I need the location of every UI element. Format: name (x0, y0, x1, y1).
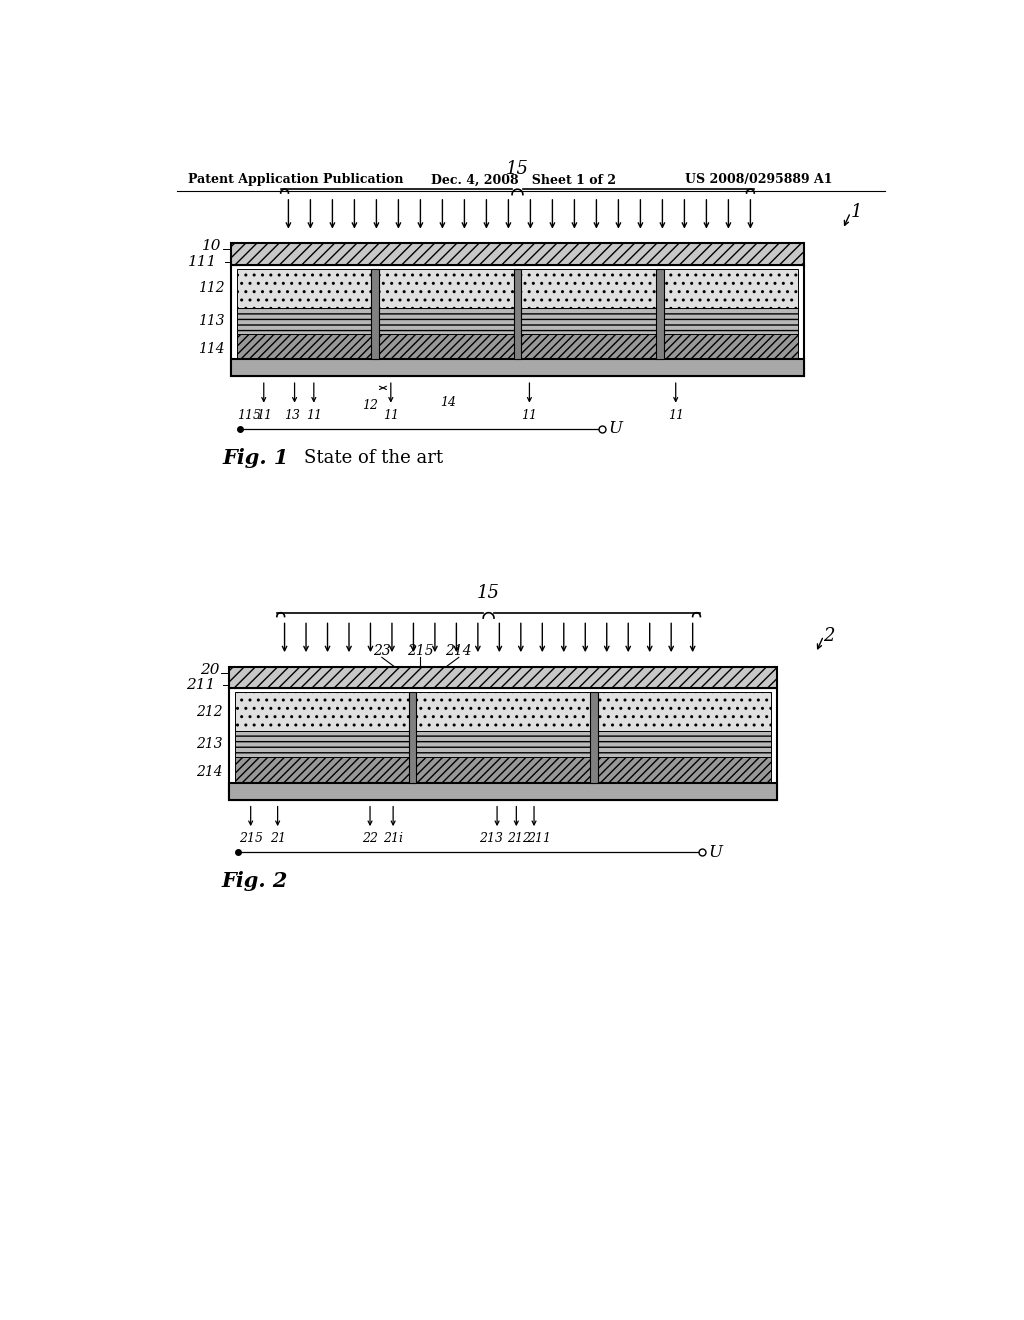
Text: US 2008/0295889 A1: US 2008/0295889 A1 (685, 173, 833, 186)
Text: 211: 211 (526, 832, 551, 845)
Text: 211: 211 (186, 678, 215, 692)
Text: 14: 14 (440, 396, 457, 409)
Text: 12: 12 (362, 399, 378, 412)
Text: U: U (608, 420, 623, 437)
Bar (664, 334, 798, 359)
Bar (229, 667, 777, 688)
Text: 111: 111 (187, 255, 217, 268)
Bar (230, 264, 804, 376)
Text: 212: 212 (197, 705, 223, 718)
Text: 213: 213 (479, 832, 503, 845)
Bar (229, 783, 777, 800)
Bar (230, 243, 804, 264)
Text: 20: 20 (201, 663, 220, 677)
Text: 113: 113 (198, 314, 224, 327)
Text: 115: 115 (238, 409, 261, 421)
Bar (521, 308, 656, 334)
Text: 11: 11 (306, 409, 322, 421)
Bar (229, 688, 777, 800)
Text: 11: 11 (521, 409, 538, 421)
Text: 214: 214 (197, 766, 223, 779)
Bar (664, 268, 798, 308)
Text: 212: 212 (508, 832, 531, 845)
Text: Patent Application Publication: Patent Application Publication (188, 173, 403, 186)
Text: 112: 112 (198, 281, 224, 296)
Text: U: U (708, 843, 722, 861)
Text: 11: 11 (383, 409, 398, 421)
Bar (236, 692, 409, 731)
Text: 15: 15 (506, 161, 529, 178)
Text: 215: 215 (239, 832, 263, 845)
Bar (590, 692, 598, 783)
Text: 21: 21 (269, 832, 286, 845)
Bar (664, 308, 798, 334)
Text: Fig. 2: Fig. 2 (221, 871, 288, 891)
Bar (230, 359, 804, 376)
Text: 10: 10 (202, 239, 221, 253)
Bar (598, 731, 771, 758)
Bar (598, 692, 771, 731)
Text: 15: 15 (477, 583, 500, 602)
Text: 13: 13 (285, 409, 300, 421)
Bar (409, 692, 417, 783)
Text: 11: 11 (668, 409, 684, 421)
Text: 214: 214 (445, 644, 472, 659)
Bar (598, 758, 771, 783)
Bar (237, 268, 372, 308)
Text: 2: 2 (823, 627, 835, 644)
Text: 23: 23 (373, 644, 391, 659)
Text: 215: 215 (407, 644, 433, 659)
Bar (417, 731, 590, 758)
Bar (236, 758, 409, 783)
Bar (379, 334, 514, 359)
Bar (417, 692, 590, 731)
Text: 114: 114 (198, 342, 224, 356)
Text: State of the art: State of the art (304, 449, 443, 467)
Bar (237, 334, 372, 359)
Text: Fig. 1: Fig. 1 (223, 447, 290, 467)
Bar (379, 308, 514, 334)
Bar (521, 334, 656, 359)
Bar (521, 268, 656, 308)
Bar (379, 268, 514, 308)
Bar (514, 268, 521, 359)
Text: 21i: 21i (383, 832, 403, 845)
Bar (417, 758, 590, 783)
Text: 1: 1 (851, 203, 862, 222)
Bar (372, 268, 379, 359)
Bar (656, 268, 664, 359)
Text: 213: 213 (197, 738, 223, 751)
Bar (237, 308, 372, 334)
Text: Dec. 4, 2008   Sheet 1 of 2: Dec. 4, 2008 Sheet 1 of 2 (431, 173, 615, 186)
Text: 11: 11 (256, 409, 271, 421)
Text: 22: 22 (362, 832, 378, 845)
Bar (236, 731, 409, 758)
